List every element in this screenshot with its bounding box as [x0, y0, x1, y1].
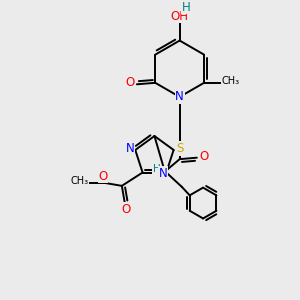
Text: H: H — [182, 1, 190, 14]
Text: OH: OH — [171, 10, 189, 23]
Text: N: N — [159, 167, 168, 180]
Text: O: O — [199, 150, 208, 163]
Text: S: S — [176, 142, 183, 155]
Text: O: O — [126, 76, 135, 89]
Text: CH₃: CH₃ — [222, 76, 240, 86]
Text: N: N — [126, 142, 134, 155]
Text: H: H — [153, 164, 160, 174]
Text: O: O — [122, 203, 131, 216]
Text: CH₃: CH₃ — [70, 176, 88, 186]
Text: O: O — [98, 170, 108, 183]
Text: N: N — [175, 90, 184, 104]
